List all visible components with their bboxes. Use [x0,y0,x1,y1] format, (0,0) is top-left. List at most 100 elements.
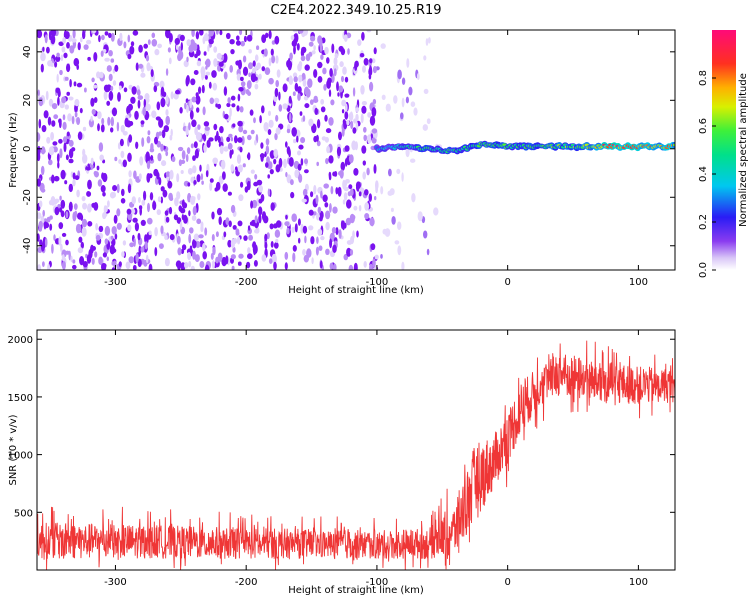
spectrogram-noise-mark [192,155,196,162]
spectrogram-noise-mark [355,121,359,131]
spectrogram-noise-mark [99,154,104,161]
spectrogram-noise-mark [146,136,151,144]
spectrogram-noise-mark [53,175,60,182]
spectrogram-noise-mark [254,215,258,224]
spectrogram-noise-mark [72,259,76,264]
spectrogram-noise-mark [37,132,41,142]
spectrogram-noise-mark [192,250,196,260]
spectrogram-noise-mark [423,88,429,94]
spectrogram-noise-mark [276,69,281,78]
spectrogram-noise-mark [63,142,67,153]
spectrogram-noise-mark [154,247,158,257]
spectrogram-noise-mark [289,52,293,61]
spectrogram-noise-mark [303,254,309,263]
spectrogram-noise-mark [297,218,301,226]
spectrogram-xtick-label: -200 [235,277,258,288]
spectrogram-noise-mark [247,225,251,231]
spectrogram-noise-mark [204,227,208,236]
spectrogram-noise-mark [321,136,327,141]
spectrogram-noise-mark [196,60,202,67]
spectrogram-noise-mark [227,142,233,150]
spectrogram-noise-mark [315,246,319,256]
spectrogram-noise-mark [240,76,244,82]
spectrogram-noise-mark [350,214,356,221]
spectrogram-noise-mark [348,184,353,190]
spectrogram-noise-mark [362,65,366,73]
spectrogram-noise-mark [190,143,194,149]
spectrogram-noise-mark [165,171,171,178]
spectrogram-noise-mark [54,61,58,68]
spectrogram-noise-mark [314,107,319,115]
spectrogram-noise-mark [101,117,105,125]
spectrogram-noise-mark [291,213,298,222]
spectrogram-noise-mark [163,125,169,133]
spectrogram-ytick-label: 40 [22,45,33,58]
spectrogram-noise-mark [112,68,116,74]
spectrogram-noise-mark [341,75,344,83]
spectrogram-noise-mark [87,203,92,213]
spectrogram-noise-mark [176,173,180,183]
spectrogram-noise-mark [320,106,326,113]
spectrogram-noise-mark [157,152,162,162]
spectrogram-noise-mark [169,134,173,141]
spectrogram-noise-mark [209,178,214,183]
spectrogram-noise-mark [138,63,144,69]
spectrogram-noise-mark [349,249,354,256]
spectrogram-noise-mark [139,156,144,166]
spectrogram-noise-mark [160,143,164,152]
spectrogram-noise-mark [267,129,272,135]
spectrogram-noise-mark [229,149,232,159]
spectrogram-noise-mark [328,171,332,178]
spectrogram-noise-mark [320,54,324,60]
spectrogram-noise-mark [150,142,154,152]
spectrogram-noise-mark [426,248,430,256]
spectrogram-noise-mark [265,138,270,146]
spectrogram-noise-mark [243,235,248,241]
spectrogram-xtick-label: 0 [504,277,510,288]
spectrogram-noise-mark [265,145,270,155]
spectrogram-noise-mark [60,243,63,253]
spectrogram-noise-mark [93,52,98,62]
spectrogram-noise-mark [288,76,294,85]
spectrogram-noise-mark [165,150,169,157]
spectrogram-noise-mark [68,183,74,193]
spectrogram-noise-mark [165,115,170,126]
spectrogram-noise-mark [104,57,110,62]
spectrogram-noise-mark [195,241,201,248]
spectrogram-noise-mark [97,179,103,187]
spectrogram-noise-mark [168,206,173,215]
spectrogram-noise-mark [236,154,242,165]
spectrogram-noise-mark [291,127,298,137]
spectrogram-noise-mark [81,218,88,228]
spectrogram-noise-mark [265,32,269,38]
spectrogram-noise-mark [283,158,287,169]
spectrogram-noise-mark [316,161,320,167]
spectrogram-noise-mark [298,144,304,150]
spectrogram-noise-mark [37,89,40,96]
spectrogram-noise-mark [81,227,87,237]
spectrogram-noise-mark [78,236,83,243]
spectrogram-noise-mark [82,154,88,164]
spectrogram-noise-mark [357,39,362,46]
spectrogram-noise-mark [271,40,276,45]
spectrogram-noise-mark [76,189,80,198]
spectrogram-noise-mark [362,171,367,180]
spectrogram-noise-mark [240,40,245,47]
spectrogram-noise-mark [271,253,277,264]
spectrogram-noise-mark [290,191,295,199]
spectrogram-noise-mark [333,68,337,77]
spectrogram-noise-mark [110,127,114,133]
spectrogram-noise-mark [333,57,338,66]
spectrogram-noise-mark [300,158,304,166]
spectrogram-noise-mark [104,225,111,236]
spectrogram-noise-mark [190,265,195,270]
spectrogram-noise-mark [168,57,172,65]
spectrogram-noise-mark [249,109,254,116]
spectrogram-noise-mark [363,58,369,66]
spectrogram-noise-mark [152,200,157,211]
spectrogram-xlabel: Height of straight line (km) [288,285,424,296]
spectrogram-noise-mark [140,246,145,253]
spectrogram-noise-mark [313,45,316,51]
spectrogram-noise-mark [185,154,189,162]
spectrogram-noise-mark [294,223,298,233]
